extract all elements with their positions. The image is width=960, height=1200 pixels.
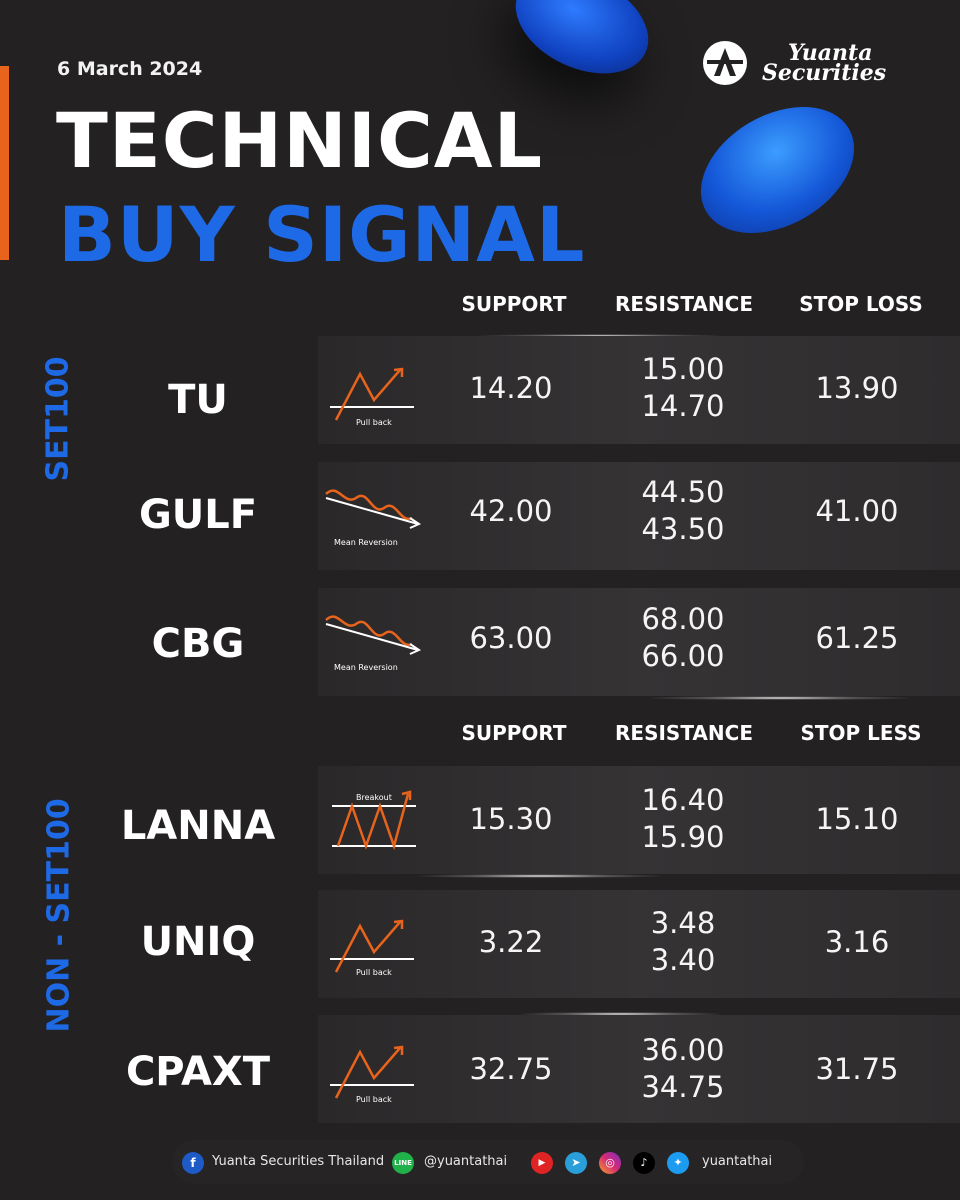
pullback-pattern-icon bbox=[330, 1045, 414, 1099]
pullback-pattern-icon bbox=[330, 367, 414, 421]
ticker-gulf: GULF bbox=[138, 492, 258, 538]
header-stop-loss: STOP LOSS bbox=[799, 292, 923, 316]
social-footer: f Yuanta Securities Thailand LINE @yuant… bbox=[172, 1140, 804, 1184]
header-support: SUPPORT bbox=[461, 292, 567, 316]
instagram-icon[interactable]: ◎ bbox=[599, 1152, 621, 1174]
header-resistance: RESISTANCE bbox=[615, 292, 753, 316]
page-title-line2: BUY SIGNAL bbox=[58, 190, 586, 279]
ticker-uniq: UNIQ bbox=[140, 919, 256, 965]
resistance-value-1: 16.40 bbox=[641, 783, 725, 817]
resistance-value-2: 3.40 bbox=[650, 943, 716, 977]
support-value: 3.22 bbox=[478, 925, 544, 959]
glow-divider bbox=[420, 874, 660, 878]
telegram-icon[interactable]: ➤ bbox=[565, 1152, 587, 1174]
line-link[interactable]: @yuantathai bbox=[424, 1154, 508, 1169]
table-row-bg bbox=[318, 1015, 960, 1123]
resistance-value-1: 15.00 bbox=[641, 352, 725, 386]
ticker-cbg: CBG bbox=[151, 621, 245, 667]
pattern-caption: Pull back bbox=[356, 1095, 392, 1104]
tiktok-icon[interactable]: ♪ bbox=[633, 1152, 655, 1174]
breakout-pattern-icon bbox=[332, 790, 416, 851]
resistance-value-1: 44.50 bbox=[641, 475, 725, 509]
decorative-coin-top bbox=[499, 0, 665, 94]
support-value: 15.30 bbox=[469, 802, 553, 836]
stop-value: 3.16 bbox=[824, 925, 890, 959]
pattern-caption: Pull back bbox=[356, 968, 392, 977]
line-icon[interactable]: LINE bbox=[392, 1152, 414, 1174]
pattern-caption: Pull back bbox=[356, 418, 392, 427]
page-title-line1: TECHNICAL bbox=[56, 96, 544, 185]
table-row-bg bbox=[318, 890, 960, 998]
brand-name-line2: Securities bbox=[762, 60, 887, 86]
brand-logo: Yuanta Securities bbox=[702, 40, 912, 86]
youtube-icon[interactable]: ▶ bbox=[531, 1152, 553, 1174]
stop-value: 13.90 bbox=[815, 371, 899, 405]
resistance-value-1: 3.48 bbox=[650, 906, 716, 940]
table-row-bg bbox=[318, 588, 960, 696]
pullback-pattern-icon bbox=[330, 919, 414, 973]
resistance-value-2: 66.00 bbox=[641, 639, 725, 673]
table-row-bg bbox=[318, 766, 960, 874]
accent-bar bbox=[0, 66, 9, 260]
facebook-link[interactable]: Yuanta Securities Thailand bbox=[212, 1154, 385, 1169]
glow-divider bbox=[650, 696, 910, 700]
header-stop-less: STOP LESS bbox=[800, 721, 922, 745]
ticker-lanna: LANNA bbox=[120, 803, 276, 849]
social-handle-link[interactable]: yuantathai bbox=[702, 1154, 773, 1169]
pattern-caption: Mean Reversion bbox=[334, 538, 398, 547]
resistance-value-2: 34.75 bbox=[641, 1070, 725, 1104]
stop-value: 41.00 bbox=[815, 494, 899, 528]
resistance-value-1: 68.00 bbox=[641, 602, 725, 636]
resistance-value-2: 43.50 bbox=[641, 512, 725, 546]
twitter-icon[interactable]: ✦ bbox=[667, 1152, 689, 1174]
table-row-bg bbox=[318, 336, 960, 444]
header-resistance: RESISTANCE bbox=[615, 721, 753, 745]
mean-reversion-pattern-icon bbox=[325, 489, 422, 529]
yuanta-logo-icon bbox=[703, 41, 747, 85]
resistance-value-2: 14.70 bbox=[641, 389, 725, 423]
ticker-tu: TU bbox=[168, 377, 228, 423]
brand-name-line1: Yuanta bbox=[788, 40, 873, 66]
table-row-bg bbox=[318, 462, 960, 570]
support-value: 14.20 bbox=[469, 371, 553, 405]
glow-divider bbox=[520, 1012, 720, 1016]
header-support: SUPPORT bbox=[461, 721, 567, 745]
pattern-caption: Breakout bbox=[356, 793, 392, 802]
stop-value: 15.10 bbox=[815, 802, 899, 836]
support-value: 63.00 bbox=[469, 621, 553, 655]
ticker-cpaxt: CPAXT bbox=[125, 1049, 271, 1095]
support-value: 32.75 bbox=[469, 1052, 553, 1086]
decorative-coin-right bbox=[678, 81, 877, 259]
mean-reversion-pattern-icon bbox=[325, 615, 422, 655]
support-value: 42.00 bbox=[469, 494, 553, 528]
resistance-value-1: 36.00 bbox=[641, 1033, 725, 1067]
report-date: 6 March 2024 bbox=[57, 58, 203, 80]
stop-value: 31.75 bbox=[815, 1052, 899, 1086]
stop-value: 61.25 bbox=[815, 621, 899, 655]
facebook-icon[interactable]: f bbox=[182, 1152, 204, 1174]
pattern-caption: Mean Reversion bbox=[334, 663, 398, 672]
resistance-value-2: 15.90 bbox=[641, 820, 725, 854]
